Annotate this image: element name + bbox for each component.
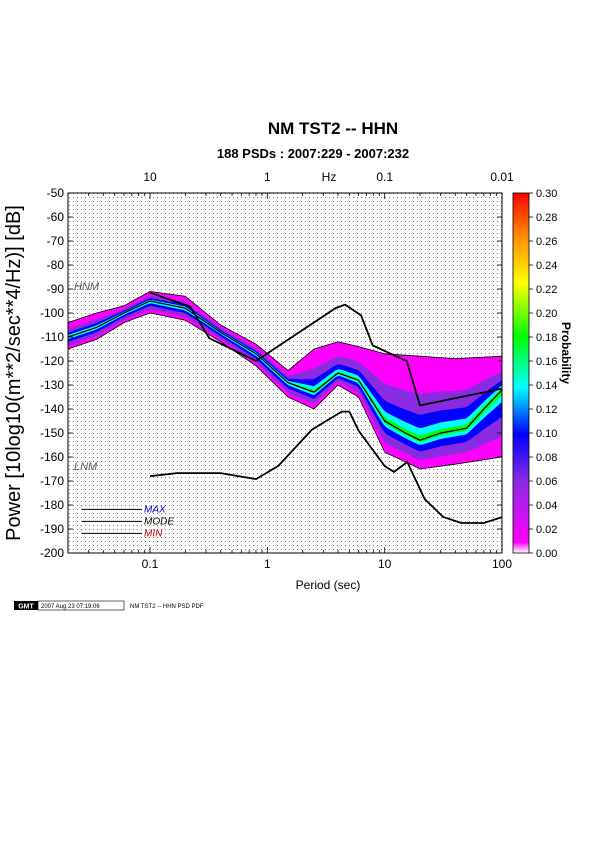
y-tick-label: -100 <box>40 306 64 320</box>
top-axis: 10 1 0.1 0.01 <box>67 170 514 199</box>
x-axis-label: Period (sec) <box>296 578 361 592</box>
colorbar-tick-label: 0.00 <box>536 548 557 560</box>
lnm-curve <box>149 410 502 524</box>
chart-subtitle: 188 PSDs : 2007:229 - 2007:232 <box>217 146 409 161</box>
y-axis-label: Power [10log10(m**2/sec**4/Hz)] [dB] <box>3 205 25 541</box>
y-tick-label: -140 <box>40 402 64 416</box>
x-tick-label: 0.1 <box>142 557 159 571</box>
y-axis: -50 -60 -70 -80 -90 -100 -110 -120 -130 -140 -150 -… <box>40 186 502 560</box>
y-tick-label: -200 <box>40 546 64 560</box>
colorbar-tick-label: 0.22 <box>536 284 557 296</box>
density-band-high <box>68 300 502 442</box>
y-tick-label: -150 <box>40 426 64 440</box>
top-tick-label: 0.01 <box>490 170 514 184</box>
gmt-logo: GMT <box>14 600 125 611</box>
colorbar-tick-label: 0.14 <box>536 380 557 392</box>
colorbar-tick-label: 0.30 <box>536 188 557 200</box>
colorbar-tick-label: 0.18 <box>536 332 557 344</box>
y-tick-label: -80 <box>47 258 65 272</box>
min-curve <box>68 312 502 470</box>
footer-caption: NM TST2 -- HHN PSD PDF <box>130 604 204 610</box>
y-tick-label: -70 <box>47 234 65 248</box>
colorbar-tick-label: 0.04 <box>536 500 557 512</box>
hnm-curve <box>149 291 502 407</box>
curves-layer <box>68 290 502 524</box>
colorbar-tick-label: 0.24 <box>536 260 557 272</box>
y-tick-label: -60 <box>47 210 65 224</box>
top-tick-label: 1 <box>264 170 271 184</box>
lnm-label: LNM <box>74 461 98 473</box>
hnm-label: HNM <box>74 281 100 293</box>
x-tick-label: 10 <box>378 557 392 571</box>
density-band-mid <box>68 298 502 452</box>
x-tick-label: 1 <box>264 557 271 571</box>
top-axis-label: Hz <box>322 170 337 184</box>
legend-label-mode: MODE <box>144 516 174 527</box>
y-tick-label: -160 <box>40 450 64 464</box>
y-tick-label: -190 <box>40 522 64 536</box>
y-tick-label: -130 <box>40 378 64 392</box>
colorbar-tick-label: 0.10 <box>536 428 557 440</box>
y-tick-label: -90 <box>47 282 65 296</box>
y-tick-label: -180 <box>40 498 64 512</box>
mode-curve <box>68 300 502 441</box>
y-tick-label: -120 <box>40 354 64 368</box>
colorbar-label: Probability <box>559 322 573 384</box>
colorbar-tick-label: 0.02 <box>536 524 557 536</box>
gmt-logo-text: GMT <box>18 604 34 611</box>
x-tick-label: 100 <box>492 557 512 571</box>
y-tick-label: -50 <box>47 186 65 200</box>
colorbar-tick-label: 0.12 <box>536 404 557 416</box>
chart-title: NM TST2 -- HHN <box>268 119 398 138</box>
legend-label-max: MAX <box>144 504 166 515</box>
legend-label-min: MIN <box>144 528 163 539</box>
colorbar-tick-label: 0.20 <box>536 308 557 320</box>
y-tick-label: -170 <box>40 474 64 488</box>
max-curve <box>68 290 502 372</box>
footer-timestamp: 2007 Aug 23 07:19:06 <box>41 604 100 610</box>
colorbar-tick-label: 0.06 <box>536 476 557 488</box>
colorbar-tick-label: 0.08 <box>536 452 557 464</box>
colorbar-ticks: 0.30 0.28 0.26 0.24 0.22 0.20 0.18 0.16 0.14 0.12… <box>529 188 557 560</box>
colorbar-tick-label: 0.26 <box>536 236 557 248</box>
bottom-axis: 0.1 1 10 100 <box>67 547 512 571</box>
y-tick-label: -110 <box>41 330 64 344</box>
plot-frame <box>67 192 503 554</box>
colorbar-tick-label: 0.28 <box>536 212 557 224</box>
top-tick-label: 10 <box>143 170 157 184</box>
colorbar-tick-label: 0.16 <box>536 356 557 368</box>
colorbar <box>512 192 530 554</box>
top-tick-label: 0.1 <box>376 170 393 184</box>
